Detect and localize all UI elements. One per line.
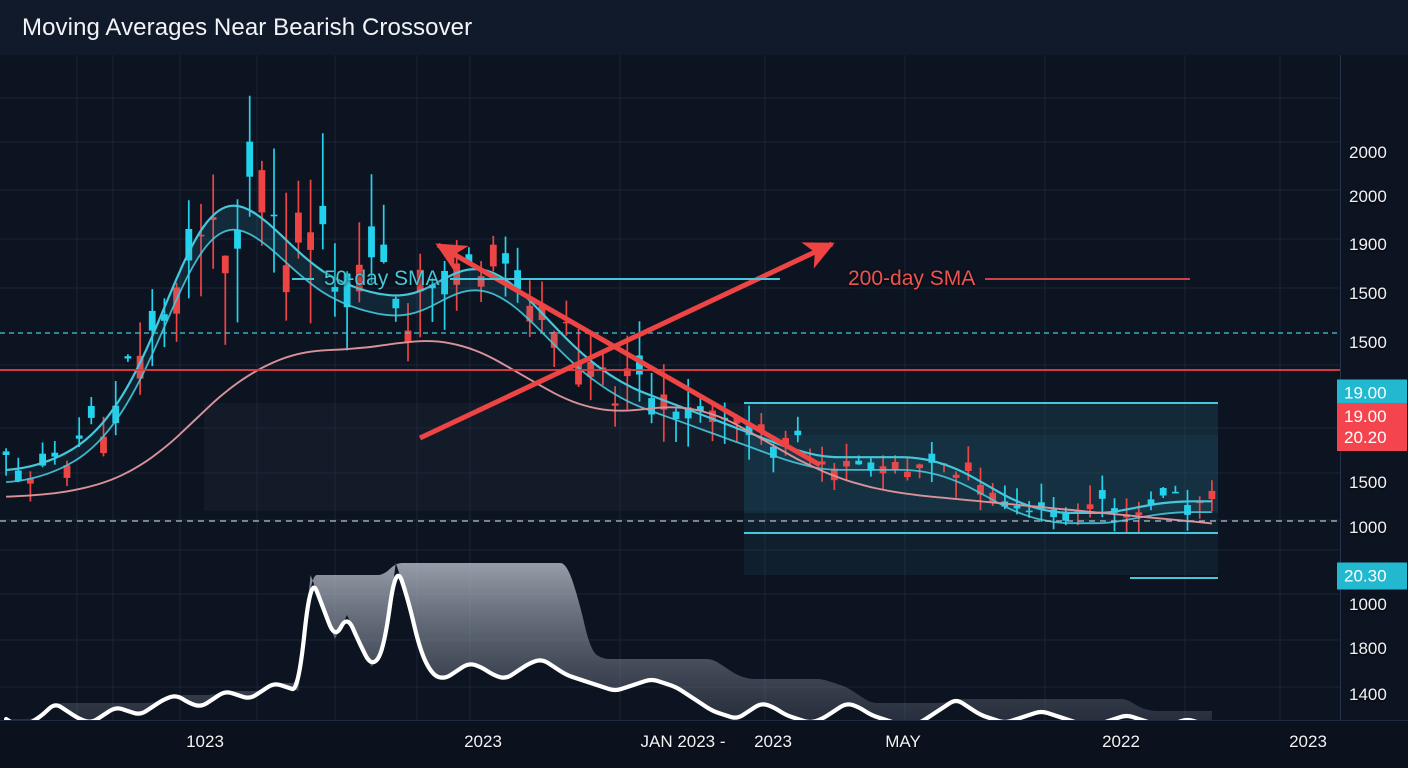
- candle-body: [623, 368, 631, 377]
- legend-sma50-rule: [449, 278, 780, 280]
- oscillator-fill: [6, 563, 1212, 720]
- sma200-line: [6, 340, 1212, 525]
- time-axis-tick: MAY: [885, 732, 921, 751]
- legend-sma200[interactable]: 200-day SMA: [848, 267, 1191, 291]
- price-axis-tick: 1000: [1349, 595, 1387, 614]
- candle-body: [270, 214, 278, 217]
- price-axis-tick: 1500: [1349, 284, 1387, 303]
- candle-body: [489, 244, 497, 267]
- arrow-to-200-sma: [418, 241, 835, 441]
- candle-body: [75, 435, 83, 439]
- candle-body: [1038, 502, 1045, 510]
- legend-sma200-rule: [985, 278, 1191, 280]
- candle-body: [246, 141, 254, 177]
- candle-body: [1159, 488, 1167, 496]
- candle-body: [1098, 490, 1106, 499]
- candle-body: [295, 212, 302, 243]
- candle-body: [830, 468, 838, 481]
- candle-body: [368, 226, 375, 258]
- price-axis-tick: 1000: [1349, 518, 1387, 537]
- time-axis-tick: 2023: [464, 732, 502, 751]
- candle-body: [124, 356, 132, 359]
- candle-body: [964, 462, 972, 471]
- candle-body: [27, 478, 34, 484]
- time-axis-tick: 2023: [1289, 732, 1327, 751]
- title-bar: Moving Averages Near Bearish Crossover: [0, 0, 1408, 55]
- price-axis-tick: 1900: [1349, 235, 1387, 254]
- time-axis-tick: JAN 2023 -: [640, 732, 726, 751]
- candle-body: [355, 264, 363, 292]
- candle-body: [185, 229, 193, 261]
- candle-body: [148, 310, 156, 331]
- candle-body: [1172, 491, 1179, 494]
- page-title: Moving Averages Near Bearish Crossover: [22, 13, 473, 41]
- candle-body: [380, 244, 388, 262]
- price-axis-tick: 1500: [1349, 333, 1387, 352]
- price-badge-sma200[interactable]: 19.00 20.20: [1337, 403, 1407, 451]
- legend-sma200-label: 200-day SMA: [848, 267, 976, 290]
- candle-body: [611, 403, 619, 406]
- time-axis-tick: 2022: [1102, 732, 1140, 751]
- chart-plot-area[interactable]: 50-day SMA 200-day SMA: [0, 55, 1408, 720]
- time-axis[interactable]: 1023 2023 JAN 2023 - 2023 MAY 2022 2023: [0, 720, 1408, 768]
- candle-body: [1086, 504, 1094, 509]
- candle-body: [63, 465, 71, 478]
- candle-body: [794, 430, 802, 436]
- candle-body: [319, 205, 327, 225]
- price-axis-tick: 1800: [1349, 639, 1387, 658]
- candle-body: [307, 232, 314, 250]
- legend-sma50-label: 50-day SMA: [324, 267, 440, 290]
- candle-body: [234, 229, 241, 249]
- price-axis-tick: 1400: [1349, 685, 1387, 704]
- candle-body: [404, 330, 412, 342]
- candle-body: [636, 355, 643, 375]
- arrow-to-50-sma: [435, 242, 822, 468]
- sma50-line-secondary: [6, 228, 1212, 525]
- candle-body: [709, 410, 716, 422]
- candle-body: [416, 269, 424, 292]
- price-badge-sma50[interactable]: 19.00: [1337, 379, 1407, 407]
- candle-body: [2, 451, 10, 455]
- time-axis-tick: 2023: [754, 732, 792, 751]
- candle-body: [87, 406, 95, 418]
- price-axis-tick: 2000: [1349, 143, 1387, 162]
- candle-body: [745, 425, 753, 435]
- candle-body: [39, 453, 46, 466]
- price-badge-sma200-secondary: 20.20: [1344, 428, 1387, 447]
- candle-body: [575, 363, 582, 385]
- time-axis-tick: 1023: [186, 732, 224, 751]
- candle-body: [928, 453, 936, 463]
- line-dash-icon: [292, 278, 314, 280]
- oscillator-line: [3, 573, 1198, 720]
- candle-body: [733, 418, 741, 424]
- price-axis[interactable]: 2000 2000 1900 1500 1500 1500 1000 1000 1800 1400…: [1337, 55, 1408, 751]
- candle-body: [904, 471, 911, 478]
- horizontal-gridlines: [0, 97, 1340, 688]
- candle-body: [1147, 499, 1155, 506]
- candle-body: [1074, 510, 1082, 513]
- vertical-gridlines: [76, 55, 1281, 720]
- candle-body: [100, 436, 107, 454]
- candle-body: [221, 255, 229, 274]
- candle-body: [51, 452, 59, 457]
- candle-body: [465, 254, 473, 262]
- price-badge-last[interactable]: 20.30: [1337, 562, 1407, 590]
- price-axis-tick: 1500: [1349, 473, 1387, 492]
- candle-body: [1111, 508, 1118, 513]
- candle-body: [563, 321, 570, 324]
- chart-canvas: [0, 55, 1340, 720]
- price-axis-tick: 2000: [1349, 187, 1387, 206]
- candle-body: [1208, 490, 1216, 499]
- candle-body: [502, 253, 509, 264]
- legend-sma50[interactable]: 50-day SMA: [292, 267, 780, 291]
- candle-body: [696, 406, 704, 411]
- candle-body: [258, 170, 266, 213]
- candle-body: [282, 265, 290, 293]
